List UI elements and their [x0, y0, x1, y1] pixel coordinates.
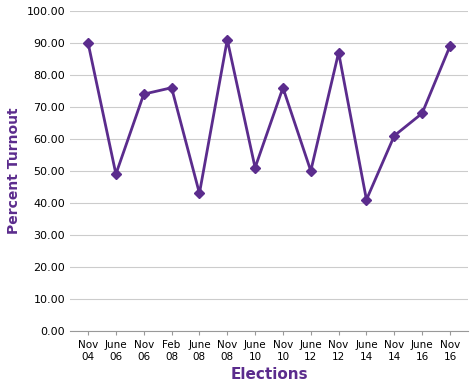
Y-axis label: Percent Turnout: Percent Turnout [7, 108, 21, 234]
X-axis label: Elections: Elections [230, 367, 308, 382]
